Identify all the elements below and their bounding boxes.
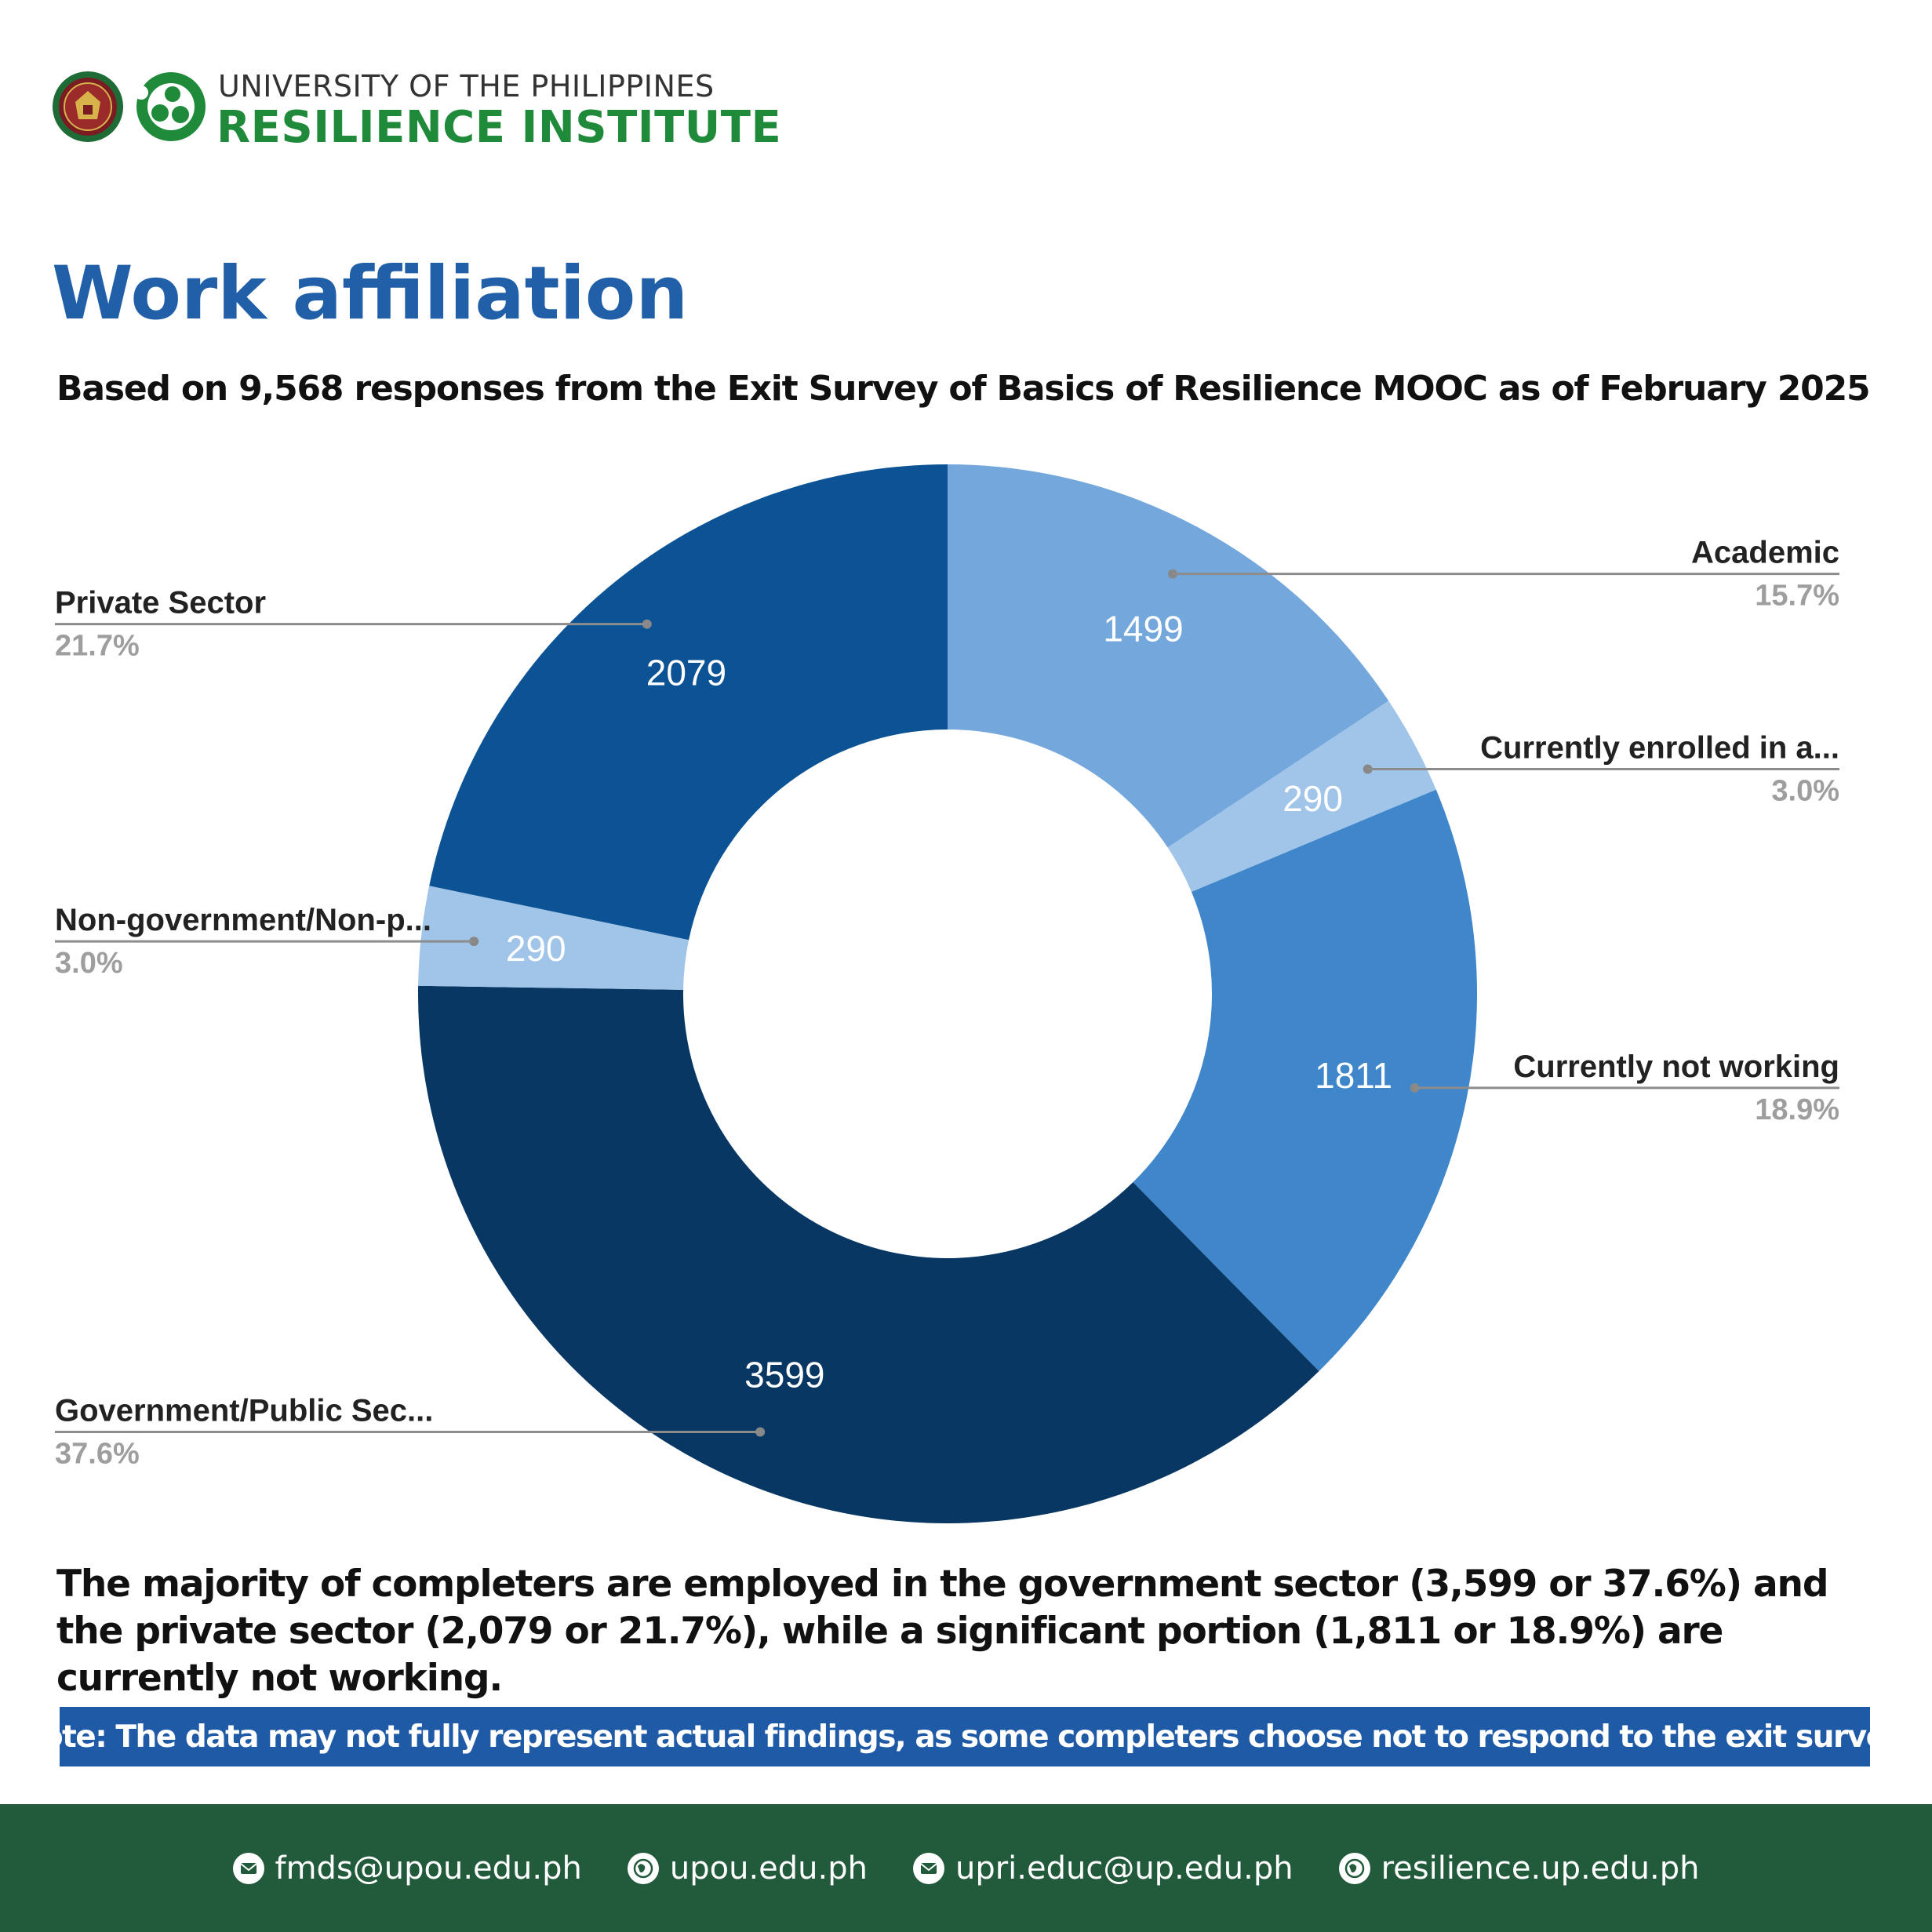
mail-icon [232, 1852, 264, 1884]
header: UNIVERSITY OF THE PHILIPPINES RESILIENCE… [52, 66, 781, 153]
contact-email-upri[interactable]: upri.educ@up.edu.ph [912, 1850, 1293, 1887]
callout-name: Currently not working [1513, 1050, 1839, 1084]
contact-text: upou.edu.ph [669, 1850, 868, 1887]
slice-4 [418, 886, 689, 990]
donut-chart: 1499 Academic 15.7% 290 Currently enrolled i… [55, 464, 1839, 1524]
callout-name: Currently enrolled in a... [1480, 730, 1839, 765]
page-subtitle: Based on 9,568 responses from the Exit S… [56, 369, 1871, 409]
contact-text: resilience.up.edu.ph [1381, 1850, 1700, 1887]
mail-icon [912, 1852, 944, 1884]
contact-text: fmds@upou.edu.ph [275, 1850, 582, 1887]
callout-percent: 15.7% [1755, 580, 1839, 613]
resilience-institute-logo-icon [134, 72, 206, 141]
callout-percent: 3.0% [1771, 774, 1839, 807]
slice-value-label: 290 [1283, 778, 1343, 819]
summary-text: The majority of completers are employed … [56, 1563, 1828, 1700]
slice-value-label: 1811 [1315, 1055, 1392, 1096]
up-seal-icon [53, 71, 123, 142]
callout-name: Government/Public Sec... [55, 1394, 433, 1428]
callout-name: Academic [1691, 536, 1839, 570]
contact-email-fmds[interactable]: fmds@upou.edu.ph [232, 1850, 582, 1887]
contact-text: upri.educ@up.edu.ph [955, 1850, 1293, 1887]
callout-percent: 3.0% [55, 947, 123, 980]
slice-2 [1133, 789, 1477, 1372]
org-name-line1: UNIVERSITY OF THE PHILIPPINES [218, 69, 715, 104]
callout-percent: 37.6% [55, 1438, 140, 1471]
slice-value-label: 1499 [1103, 609, 1183, 649]
footer: fmds@upou.edu.ph upou.edu.ph upri.educ@u… [0, 1804, 1932, 1932]
slice-value-label: 3599 [744, 1354, 824, 1395]
contact-website-resilience[interactable]: resilience.up.edu.ph [1338, 1850, 1700, 1887]
callout-percent: 18.9% [1755, 1093, 1839, 1126]
slice-5 [429, 464, 948, 941]
globe-icon [1338, 1852, 1370, 1884]
callout-percent: 21.7% [55, 630, 140, 663]
slice-value-label: 290 [506, 928, 566, 969]
slice-1 [1167, 700, 1436, 893]
callout-name: Non-government/Non-p... [55, 903, 431, 937]
org-name-line2: RESILIENCE INSTITUTE [216, 102, 782, 153]
callout-name: Private Sector [55, 586, 266, 620]
slice-value-label: 2079 [646, 652, 726, 693]
slice-3 [418, 985, 1319, 1524]
note-text: Note: The data may not fully represent a… [17, 1719, 1913, 1755]
contact-website-upou[interactable]: upou.edu.ph [627, 1850, 868, 1887]
slice-0 [948, 464, 1389, 848]
globe-icon [627, 1852, 659, 1884]
note-banner: Note: The data may not fully represent a… [18, 1707, 1913, 1766]
page-title: Work affiliation [52, 251, 689, 337]
